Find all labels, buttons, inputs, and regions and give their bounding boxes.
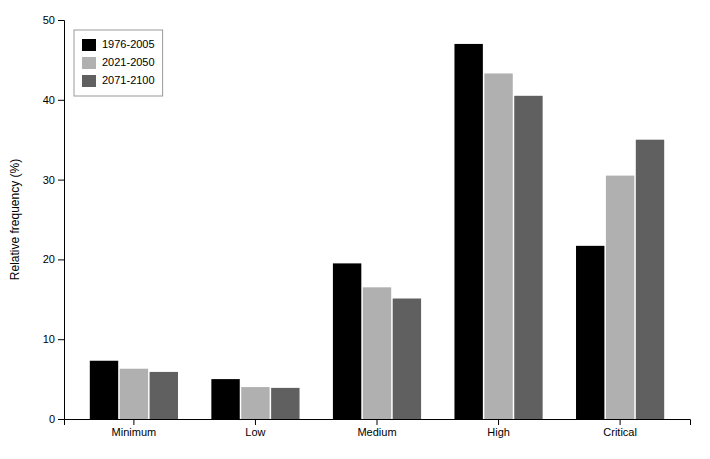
tick-mark [58,339,64,340]
tick-mark [133,419,134,425]
tick-mark [58,20,64,21]
plot: 0 10 20 30 40 50 Minimum Low Medium High Critical 1… [43,14,691,438]
tick-mark [58,419,64,420]
bars [90,44,664,419]
bar [484,73,512,419]
bar [576,246,604,419]
y-axis-title: Relative frequency (%) [8,159,22,280]
bar [606,176,634,419]
y-axis: 0 10 20 30 40 50 [43,14,65,425]
bar-series [150,96,665,419]
tick: 20 [43,253,64,265]
tick: Critical [603,419,637,438]
bar [271,388,299,419]
tick: 30 [43,174,64,186]
chart: 0 10 20 30 40 50 Minimum Low Medium High Critical 1… [0,0,710,459]
tick-label: 30 [43,174,55,186]
axis-line [58,21,65,420]
tick: 0 [49,413,64,425]
tick: 50 [43,14,64,26]
tick-label: 0 [49,413,55,425]
tick: 10 [43,333,64,345]
x-axis: Minimum Low Medium High Critical [65,419,691,438]
bar [454,44,482,419]
legend-item: 1976-2005 [82,38,155,51]
tick: Minimum [112,419,157,438]
tick-label: Critical [603,426,637,438]
tick-mark [58,180,64,181]
tick-label: Medium [357,426,396,438]
bar-series [90,44,605,419]
tick-label: High [487,426,510,438]
legend-swatch [82,75,96,87]
tick-mark [377,419,378,425]
bar [90,361,118,419]
axis-line [65,420,691,426]
tick-label: Low [245,426,265,438]
bar [120,369,148,419]
tick-mark [620,419,621,425]
legend-label: 2021-2050 [102,56,155,68]
bar [333,263,361,419]
legend: 1976-2005 2021-2050 2071-2100 [74,30,163,96]
tick-mark [498,419,499,425]
tick: Low [245,419,265,438]
bar [211,379,239,419]
tick: High [487,419,510,438]
bar [514,96,542,419]
bar [241,387,269,419]
tick-label: 40 [43,94,55,106]
bar [363,287,391,419]
legend-box [74,30,163,96]
legend-label: 1976-2005 [102,38,155,50]
tick-mark [58,259,64,260]
bar [393,299,421,419]
legend-item: 2021-2050 [82,56,155,69]
legend-label: 2071-2100 [102,74,155,86]
tick-mark [58,100,64,101]
tick-label: 20 [43,253,55,265]
tick-label: 10 [43,333,55,345]
bar-series [120,73,635,419]
tick-label: Minimum [112,426,157,438]
bar [636,140,664,419]
tick-label: 50 [43,14,55,26]
bar [150,372,178,419]
tick-mark [255,419,256,425]
legend-swatch [82,39,96,51]
legend-item: 2071-2100 [82,74,155,87]
legend-swatch [82,57,96,69]
tick: Medium [357,419,396,438]
tick: 40 [43,94,64,106]
